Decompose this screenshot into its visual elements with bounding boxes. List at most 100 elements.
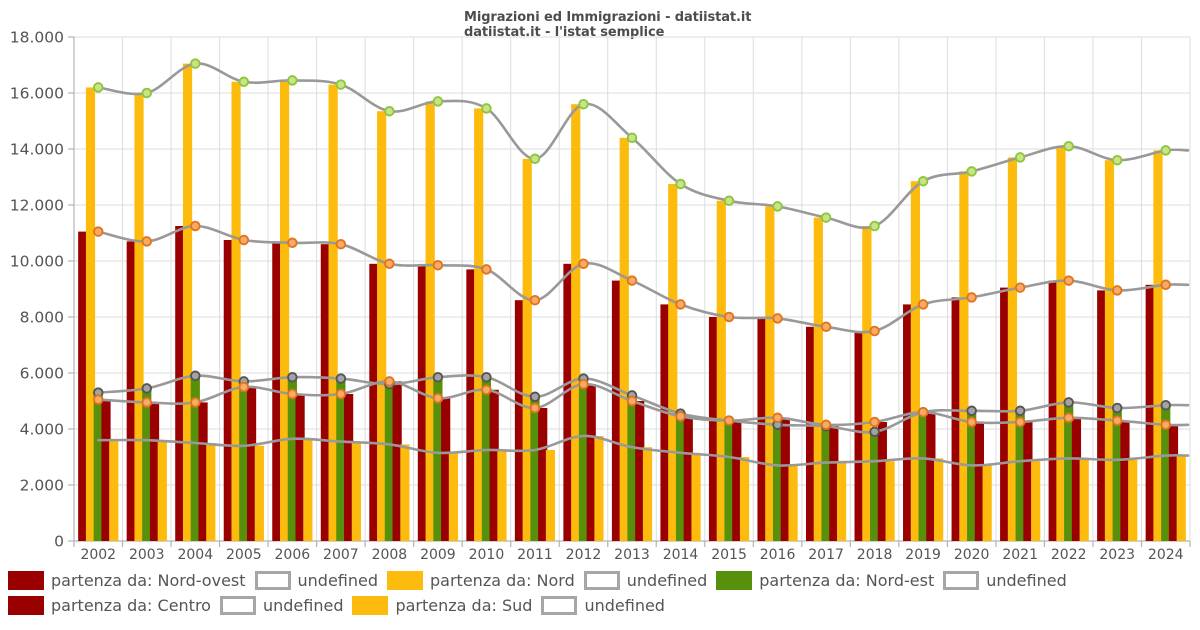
bar-partenza-da-centro-2009 [441, 398, 451, 541]
legend-line-swatch [254, 571, 291, 590]
legend-item-partenza-da-nord-est[interactable]: partenza da: Nord-est [716, 571, 934, 590]
bar-partenza-da-nord-2020 [959, 171, 969, 541]
legend-item-undefined[interactable]: undefined [541, 596, 665, 615]
x-tick-label: 2009 [420, 547, 456, 563]
bar-partenza-da-nord-ovest-2018 [854, 331, 864, 541]
bar-partenza-da-nord-ovest-2008 [369, 263, 379, 541]
legend-item-partenza-da-nord-ovest[interactable]: partenza da: Nord-ovest [8, 571, 246, 590]
marker-partenza-da-nord-ovest-2004 [190, 220, 201, 232]
marker-partenza-da-centro-2007 [335, 388, 347, 400]
y-tick-label: 8.000 [20, 309, 64, 327]
spline-partenza-da-nord [97, 62, 1190, 230]
legend-color-swatch [716, 571, 753, 590]
x-tick-label: 2007 [323, 547, 359, 563]
legend-item-undefined[interactable]: undefined [943, 571, 1067, 590]
marker-partenza-da-nord-ovest-2006 [287, 237, 298, 249]
bar-partenza-da-nord-est-2018 [870, 431, 880, 541]
bar-partenza-da-nord-2017 [813, 217, 823, 541]
legend-row-1: partenza da: Nord-ovest undefined partenza… [8, 571, 1067, 590]
legend-label: partenza da: Nord [430, 571, 575, 590]
bar-partenza-da-nord-ovest-2017 [805, 326, 816, 541]
x-tick-label: 2017 [808, 547, 844, 563]
bar-partenza-da-sud-2005 [254, 445, 264, 541]
marker-partenza-da-nord-2009 [432, 96, 444, 107]
marker-partenza-da-nord-est-2004 [190, 370, 201, 382]
legend-item-undefined[interactable]: undefined [219, 596, 343, 615]
bar-partenza-da-centro-2024 [1168, 424, 1179, 541]
bar-partenza-da-nord-ovest-2011 [514, 300, 525, 541]
bar-partenza-da-nord-2006 [279, 80, 290, 542]
bar-partenza-da-nord-ovest-2022 [1048, 280, 1058, 541]
marker-partenza-da-centro-2022 [1063, 412, 1074, 424]
x-tick-label: 2020 [954, 547, 990, 563]
bars [78, 63, 1186, 542]
marker-partenza-da-nord-ovest-2002 [93, 226, 104, 237]
bar-partenza-da-centro-2018 [877, 422, 887, 541]
marker-partenza-da-nord-ovest-2013 [626, 275, 638, 286]
marker-partenza-da-nord-ovest-2019 [917, 299, 929, 310]
marker-partenza-da-centro-2010 [481, 384, 492, 396]
bar-partenza-da-nord-2012 [571, 104, 581, 541]
x-axis-labels: 2002 2003 2004 2005 2006 2007 2008 2009 2010 2011… [80, 547, 1183, 563]
marker-partenza-da-centro-2018 [869, 416, 880, 428]
x-tick-label: 2012 [566, 547, 602, 563]
marker-partenza-da-nord-ovest-2009 [432, 259, 444, 271]
marker-partenza-da-centro-2013 [626, 395, 638, 407]
bar-partenza-da-nord-ovest-2009 [417, 265, 428, 541]
bar-partenza-da-nord-est-2022 [1064, 402, 1074, 541]
x-tick-label: 2003 [129, 547, 165, 563]
marker-partenza-da-nord-ovest-2018 [869, 325, 880, 337]
bar-partenza-da-centro-2016 [780, 417, 790, 541]
marker-partenza-da-nord-est-2003 [141, 383, 153, 394]
legend-item-partenza-da-centro[interactable]: partenza da: Centro [8, 596, 211, 615]
bar-partenza-da-nord-est-2023 [1112, 408, 1122, 541]
x-tick-label: 2018 [857, 547, 893, 563]
marker-partenza-da-centro-2017 [820, 419, 832, 431]
x-tick-label: 2019 [905, 547, 941, 563]
marker-partenza-da-nord-ovest-2003 [141, 236, 153, 247]
marker-partenza-da-nord-ovest-2008 [384, 258, 395, 270]
bar-partenza-da-sud-2010 [497, 450, 507, 541]
marker-partenza-da-centro-2014 [675, 411, 686, 422]
marker-partenza-da-nord-2017 [820, 212, 832, 223]
bar-partenza-da-centro-2004 [198, 402, 208, 541]
chart-legend: partenza da: Nord-ovest undefined partenza… [8, 571, 1067, 615]
legend-label: undefined [584, 596, 665, 615]
legend-item-undefined[interactable]: undefined [254, 571, 378, 590]
marker-partenza-da-nord-2010 [481, 103, 492, 114]
marker-partenza-da-centro-2024 [1160, 419, 1171, 431]
marker-partenza-da-nord-est-2023 [1111, 402, 1123, 414]
legend-label: partenza da: Centro [51, 596, 211, 615]
marker-partenza-da-nord-2020 [966, 166, 977, 177]
bar-partenza-da-nord-est-2010 [481, 377, 492, 541]
marker-partenza-da-centro-2020 [966, 416, 977, 428]
migrations-bar-chart: 0 2.000 4.000 6.000 8.000 10.000 12.000 14.000 1… [10, 29, 1191, 563]
y-tick-label: 14.000 [10, 141, 64, 159]
marker-partenza-da-nord-2019 [917, 175, 929, 187]
legend-label: partenza da: Sud [395, 596, 533, 615]
legend-item-partenza-da-nord[interactable]: partenza da: Nord [387, 571, 575, 590]
marker-partenza-da-nord-2013 [626, 132, 638, 144]
legend-item-undefined[interactable]: undefined [583, 571, 707, 590]
marker-partenza-da-nord-ovest-2016 [772, 313, 783, 324]
marker-partenza-da-nord-est-2010 [481, 371, 492, 383]
marker-partenza-da-nord-est-2024 [1160, 399, 1171, 411]
bar-partenza-da-centro-2003 [149, 402, 160, 541]
bar-partenza-da-nord-est-2021 [1015, 410, 1025, 541]
bar-partenza-da-nord-2010 [474, 108, 484, 542]
bar-partenza-da-centro-2010 [489, 389, 499, 541]
marker-partenza-da-nord-2022 [1063, 140, 1074, 152]
marker-partenza-da-nord-ovest-2007 [335, 238, 347, 250]
bar-partenza-da-nord-2016 [765, 206, 775, 541]
bar-partenza-da-nord-2002 [85, 87, 96, 542]
bar-partenza-da-nord-ovest-2010 [466, 269, 476, 541]
bar-partenza-da-nord-est-2019 [918, 412, 928, 541]
x-tick-label: 2010 [469, 547, 505, 563]
bar-partenza-da-nord-ovest-2024 [1145, 284, 1155, 541]
marker-partenza-da-nord-est-2022 [1063, 397, 1074, 408]
bar-partenza-da-nord-ovest-2014 [660, 304, 670, 541]
marker-partenza-da-centro-2016 [772, 412, 783, 424]
bar-partenza-da-centro-2008 [392, 381, 402, 541]
legend-item-partenza-da-sud[interactable]: partenza da: Sud [352, 596, 532, 615]
marker-partenza-da-nord-2024 [1160, 145, 1171, 156]
